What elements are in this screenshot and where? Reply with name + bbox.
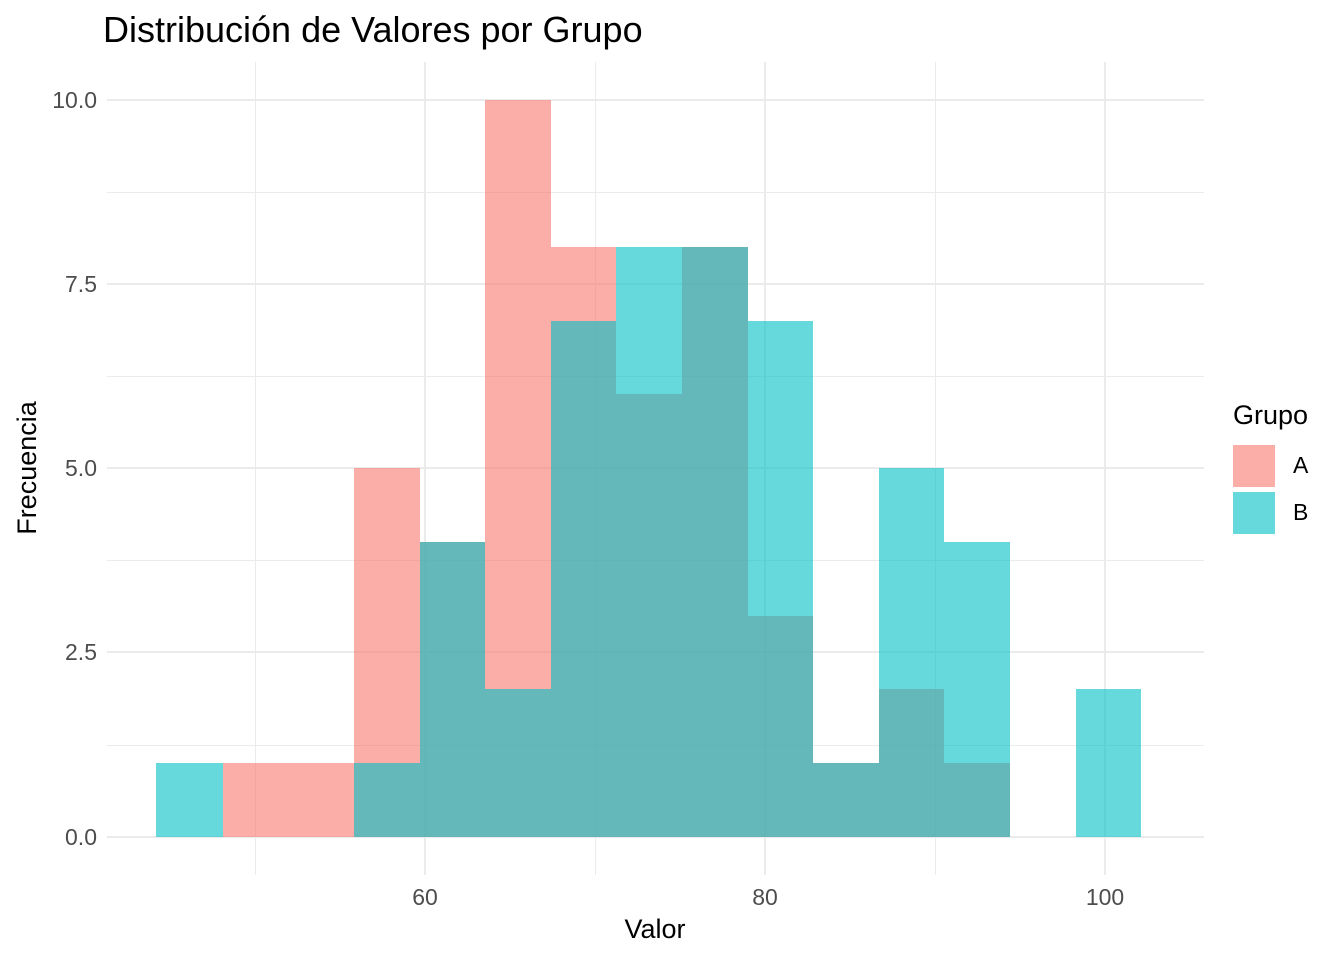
x-tick-label: 60	[412, 884, 438, 910]
histogram-bar-a	[287, 763, 354, 837]
y-tick-label: 5.0	[65, 455, 97, 481]
legend-entry-b: B	[1233, 491, 1308, 534]
x-tick-label: 80	[752, 884, 778, 910]
histogram-bar-b	[813, 763, 879, 837]
histogram-bar-b	[354, 763, 420, 837]
histogram-bar-b	[420, 542, 485, 837]
legend-title: Grupo	[1233, 400, 1309, 430]
histogram-bar-b	[944, 542, 1010, 837]
histogram-bar-b	[485, 689, 551, 837]
histogram-bar-b	[1076, 689, 1141, 837]
y-major-gridline	[107, 99, 1204, 101]
x-axis-title: Valor	[624, 914, 686, 944]
y-minor-gridline	[107, 192, 1204, 193]
histogram-bar-b	[616, 247, 682, 837]
legend-label: B	[1293, 499, 1309, 525]
x-major-gridline	[1104, 62, 1106, 875]
legend-label: A	[1293, 452, 1309, 478]
histogram-bar-a	[223, 763, 287, 837]
legend-key-swatch	[1233, 491, 1275, 534]
x-major-gridline	[424, 62, 426, 875]
y-tick-label: 7.5	[65, 271, 97, 297]
y-major-gridline	[107, 836, 1204, 838]
plot-title: Distribución de Valores por Grupo	[103, 9, 643, 50]
y-tick-label: 2.5	[65, 639, 97, 665]
histogram-bar-b	[748, 321, 813, 837]
y-axis-title: Frecuencia	[12, 401, 42, 535]
histogram-bar-b	[551, 321, 616, 837]
histogram-bar-b	[879, 468, 944, 837]
legend-entry-a: A	[1233, 444, 1308, 487]
x-tick-label: 100	[1085, 884, 1125, 910]
histogram-bar-b	[156, 763, 223, 837]
legend-key-swatch	[1233, 444, 1275, 487]
y-tick-label: 10.0	[52, 87, 97, 113]
y-tick-label: 0.0	[65, 824, 97, 850]
histogram-bar-b	[682, 247, 748, 837]
